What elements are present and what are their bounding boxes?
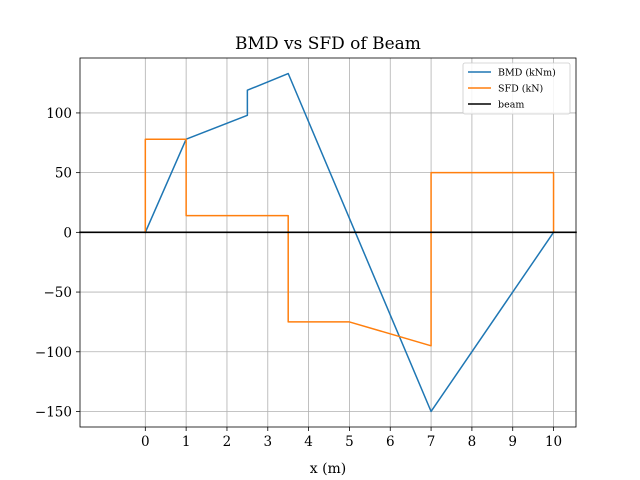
axis-ticks: 0 1 2 3 4 5 6 7 8 9 10 −150 −100 −50 0 50 100 xyxy=(35,106,562,450)
series-line-sfd-kn xyxy=(144,138,555,347)
y-tick-label: 100 xyxy=(46,106,72,122)
x-tick-label: 10 xyxy=(545,434,562,450)
legend-label-bmd-knm: BMD (kNm) xyxy=(498,68,556,79)
x-tick-label: 0 xyxy=(141,434,150,450)
plot-frame xyxy=(79,57,577,428)
x-tick-label: 9 xyxy=(508,434,517,450)
x-axis-label: x (m) xyxy=(310,461,347,477)
y-tick-label: −50 xyxy=(44,285,73,301)
legend-box xyxy=(462,62,571,115)
x-tick-label: 3 xyxy=(263,434,272,450)
y-tick-label: 0 xyxy=(63,225,72,241)
legend: BMD (kNm) SFD (kN) beam xyxy=(462,62,571,115)
x-tick-label: 4 xyxy=(304,434,313,450)
chart-title: BMD vs SFD of Beam xyxy=(235,34,421,54)
y-tick-label: 50 xyxy=(55,166,72,182)
x-tick-label: 2 xyxy=(223,434,232,450)
legend-label-sfd-kn: SFD (kN) xyxy=(498,84,543,95)
y-tick-label: −100 xyxy=(35,345,72,361)
x-tick-label: 5 xyxy=(345,434,354,450)
y-tick-label: −150 xyxy=(35,404,72,420)
x-tick-label: 8 xyxy=(468,434,477,450)
x-tick-label: 1 xyxy=(182,434,191,450)
x-tick-label: 6 xyxy=(386,434,395,450)
legend-label-beam: beam xyxy=(498,100,524,111)
x-tick-label: 7 xyxy=(427,434,436,450)
plot-lines xyxy=(79,72,577,413)
